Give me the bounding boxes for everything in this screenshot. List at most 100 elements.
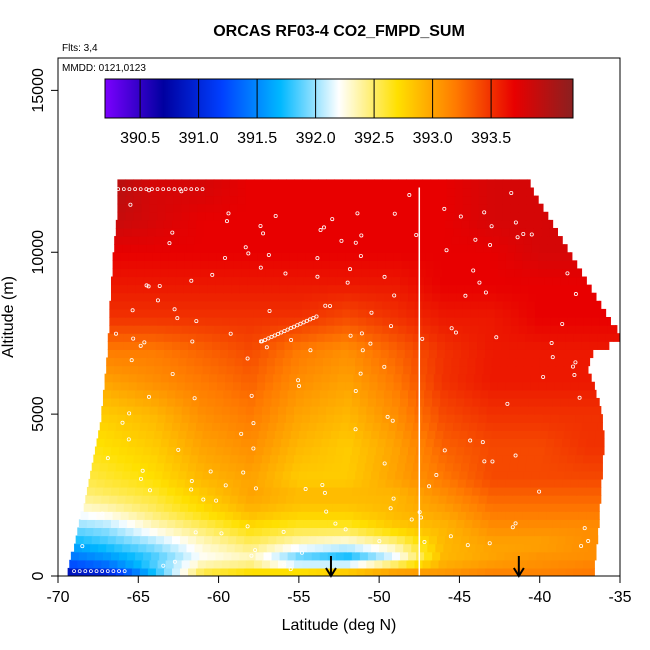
heatmap-cell — [104, 478, 114, 488]
heatmap-cell — [600, 446, 605, 456]
sample-marker — [140, 468, 145, 473]
heatmap-cell — [131, 219, 141, 229]
heatmap-cell — [589, 341, 599, 350]
sample-marker — [582, 526, 587, 531]
heatmap-cell — [233, 478, 242, 488]
heatmap-cell — [478, 559, 488, 569]
heatmap-cell — [110, 486, 120, 496]
heatmap-cell — [494, 325, 504, 334]
heatmap-cell — [509, 227, 518, 237]
heatmap-cell — [101, 495, 110, 504]
heatmap-cell — [294, 179, 303, 189]
heatmap-cell — [353, 438, 363, 448]
heatmap-cell — [505, 260, 515, 270]
heatmap-cell — [85, 495, 94, 504]
heatmap-cell — [499, 470, 509, 480]
heatmap-cell — [375, 389, 385, 399]
heatmap-cell — [334, 179, 343, 189]
heatmap-cell — [93, 454, 102, 464]
heatmap-cell — [432, 292, 441, 302]
heatmap-cell — [181, 414, 191, 423]
heatmap-cell — [160, 478, 170, 488]
heatmap-cell — [152, 268, 162, 278]
heatmap-cell — [576, 397, 586, 407]
heatmap-cell — [99, 422, 109, 431]
sample-marker — [442, 448, 447, 453]
heatmap-cell — [465, 252, 475, 261]
sample-marker — [144, 283, 149, 288]
heatmap-cell — [221, 406, 231, 415]
heatmap-cell — [514, 511, 523, 520]
heatmap-cell — [318, 179, 327, 189]
heatmap-cell — [340, 333, 350, 342]
heatmap-cell — [294, 300, 303, 310]
heatmap-cell — [236, 535, 245, 545]
heatmap-cell — [139, 535, 149, 545]
heatmap-cell — [210, 430, 220, 439]
heatmap-cell — [298, 236, 308, 245]
heatmap-cell — [253, 203, 263, 213]
heatmap-cell — [363, 430, 372, 439]
heatmap-cell — [501, 333, 510, 342]
heatmap-cell — [472, 446, 481, 456]
heatmap-cell — [128, 252, 138, 261]
heatmap-cell — [335, 551, 345, 561]
heatmap-cell — [277, 406, 287, 415]
heatmap-cell — [244, 422, 253, 431]
heatmap-cell — [408, 486, 417, 496]
heatmap-cell — [127, 446, 136, 456]
heatmap-cell — [252, 462, 261, 472]
heatmap-cell — [231, 284, 241, 294]
heatmap-cell — [343, 551, 353, 561]
heatmap-cell — [412, 535, 422, 545]
heatmap-cell — [406, 527, 416, 537]
heatmap-cell — [210, 244, 220, 253]
heatmap-cell — [383, 389, 393, 399]
heatmap-cell — [277, 495, 287, 504]
heatmap-cell — [242, 470, 252, 480]
sample-marker — [541, 374, 546, 379]
heatmap-cell — [224, 381, 234, 391]
heatmap-cell — [583, 406, 592, 415]
heatmap-cell — [144, 478, 154, 488]
heatmap-cell — [430, 325, 440, 334]
heatmap-cell — [587, 470, 597, 480]
heatmap-cell — [477, 535, 486, 545]
sample-marker — [266, 336, 271, 341]
heatmap-cell — [184, 260, 194, 270]
heatmap-cell — [237, 179, 247, 189]
heatmap-cell — [117, 317, 127, 326]
heatmap-cell — [205, 317, 215, 326]
heatmap-cell — [539, 244, 549, 253]
heatmap-cell — [245, 527, 255, 537]
heatmap-cell — [226, 470, 236, 480]
heatmap-cell — [538, 381, 547, 391]
heatmap-cell — [318, 527, 327, 537]
heatmap-cell — [237, 203, 247, 213]
heatmap-cell — [332, 219, 342, 229]
heatmap-cell — [563, 430, 573, 439]
heatmap-cell — [261, 300, 271, 310]
heatmap-cell — [393, 478, 403, 488]
heatmap-cell — [253, 454, 263, 464]
heatmap-cell — [260, 341, 269, 350]
heatmap-cell — [276, 462, 286, 472]
sample-marker — [210, 272, 215, 277]
heatmap-cell — [375, 519, 385, 529]
heatmap-cell — [330, 470, 340, 480]
heatmap-cell — [245, 211, 255, 221]
heatmap-cell — [456, 446, 465, 456]
heatmap-cell — [269, 495, 279, 504]
heatmap-cell — [592, 389, 597, 399]
heatmap-cell — [483, 357, 493, 367]
heatmap-cell — [88, 478, 98, 488]
heatmap-cell — [236, 422, 245, 431]
heatmap-cell — [374, 308, 383, 318]
heatmap-cell — [252, 341, 261, 350]
heatmap-cell — [549, 219, 554, 229]
heatmap-cell — [398, 300, 408, 310]
heatmap-cell — [470, 179, 480, 189]
heatmap-cell — [123, 422, 133, 431]
heatmap-cell — [438, 406, 448, 415]
sample-marker — [353, 427, 358, 432]
